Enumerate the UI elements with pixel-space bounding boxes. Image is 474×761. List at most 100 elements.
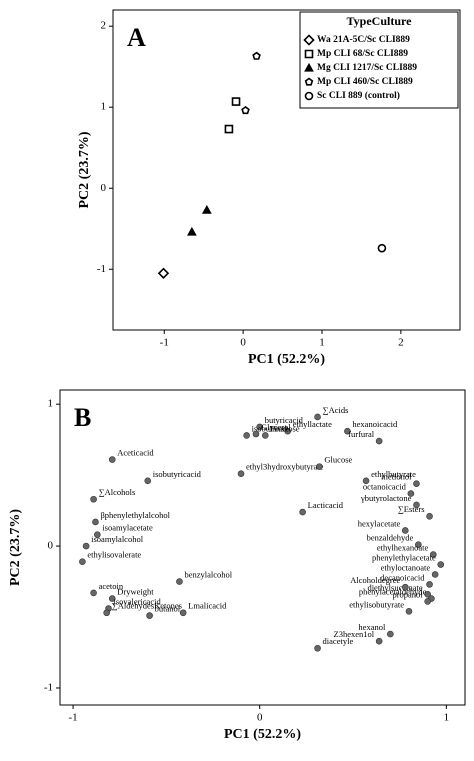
point [146,612,153,619]
marker [377,243,387,253]
point-label: isobutyricacid [153,469,202,479]
marker [241,105,250,115]
point-label: diethylsuccinate [367,582,422,592]
point [426,512,433,520]
point [108,595,116,602]
point [256,423,264,431]
point [299,508,306,516]
y-tick-label: 1 [48,398,54,410]
point [103,609,110,617]
point [243,432,250,439]
point [314,413,321,421]
point-label: isoamylalcohol [91,534,144,544]
x-tick-label: -1 [160,337,169,349]
point [316,463,323,470]
y-tick-label: 0 [48,540,54,552]
legend-marker [304,49,314,59]
point-label: ethylhexanoate [377,543,429,553]
point-label: ethyllactate [293,419,332,429]
point [413,501,420,509]
point [431,571,439,578]
point [344,427,351,435]
point [179,609,187,617]
marker [157,267,170,279]
panel-label: A [127,23,146,52]
point-label: isobutanol [252,423,288,433]
point-label: butanol [155,604,181,614]
point-label: isoamylacetate [102,523,153,533]
legend-title: TypeCulture [347,14,413,28]
point-label: hexanol [358,622,386,632]
point [92,518,99,526]
point-label: benzaldehyde [367,533,414,543]
marker [252,51,261,60]
y-tick-label: -1 [97,263,106,275]
point [437,561,445,568]
point-label: metionol [381,472,412,482]
y-axis-title: PC2 (23.7%) [8,509,23,586]
point [176,578,183,585]
point [237,470,245,478]
point-label: ∑Esters [398,504,425,514]
point [401,527,409,534]
point [413,480,420,487]
legend-marker [304,91,314,101]
point-label: phenylacetaldehyde [359,587,427,597]
x-axis-title: PC1 (52.2%) [224,727,301,742]
marker [201,204,212,214]
point-label: ethyloctanoate [381,562,431,572]
point-label: hexylacetate [358,518,401,528]
point-label: phenylethylacetate [372,552,436,562]
legend-marker [304,62,314,72]
x-tick-label: 1 [319,337,325,349]
point [362,477,370,485]
x-tick-label: 2 [398,337,404,349]
point [314,644,321,652]
point [401,583,409,591]
point [284,427,291,435]
point [405,608,413,615]
y-tick-label: 2 [101,20,107,32]
point-label: Alcoholdegree [350,575,400,585]
point-label: decanoicacid [380,572,425,582]
y-axis-title: PC2 (23.7%) [77,131,92,208]
legend-entry: Mg CLI 1217/Sc CLI889 [317,63,417,73]
point [426,581,433,588]
legend-entry: Wa 21A-5C/Sc CLI889 [317,35,410,45]
x-axis-title: PC1 (52.2%) [248,352,325,367]
legend-marker [304,77,314,86]
point [252,430,260,438]
point-label: γbutyrolactone [360,493,412,503]
point [79,558,86,565]
point-label: ∑AldehydesKetones [112,601,182,611]
marker [187,226,197,236]
legend-box [299,11,459,109]
legend-entry: Mp CLI 68/Sc CLI889 [317,49,408,59]
plot-frame [112,9,461,331]
point-label: Aceticacid [117,447,154,457]
point-label: ∑Alcohols [99,487,136,497]
point-label: propanol [392,589,423,599]
point-label: ethyl3hydroxybutyrate [246,462,324,472]
point [415,541,422,548]
point-label: isovalericacid [114,596,162,606]
point-label: ∑Acids [323,405,349,415]
point-label: ethylisobutyrate [349,599,404,609]
point-label: diacetyle [323,636,354,646]
point-label: Lmalicacid [188,601,227,611]
point [261,432,269,439]
point [90,495,97,503]
point [144,477,152,485]
marker [224,124,234,134]
point-label: Fructose [270,423,300,433]
point [90,589,97,597]
point-label: butyricacid [265,415,304,425]
y-tick-label: 1 [101,101,107,113]
legend-marker [303,34,315,46]
point-label: Dryweight [117,587,154,597]
point-label: βphenylethylalcohol [100,510,170,520]
x-tick-label: -1 [68,712,77,724]
y-tick-label: 0 [101,182,107,194]
point [375,437,383,445]
